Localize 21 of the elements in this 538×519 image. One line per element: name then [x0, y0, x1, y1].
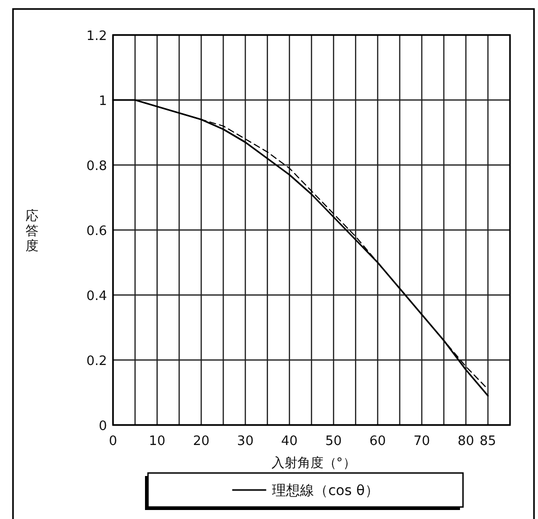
x-tick-label: 50 [325, 434, 342, 449]
x-tick-label: 85 [480, 434, 496, 449]
x-tick-label: 80 [458, 434, 474, 449]
y-tick-label: 0.8 [86, 159, 107, 174]
y-tick-label: 1.2 [86, 29, 107, 44]
legend-label: 理想線（cos θ） [272, 483, 379, 499]
x-tick-label: 0 [108, 434, 118, 449]
y-tick-label: 0.2 [86, 354, 107, 369]
x-tick-label: 60 [369, 434, 386, 449]
x-tick-label: 30 [237, 434, 254, 449]
y-tick-label: 0 [98, 419, 107, 434]
y-tick-label: 0.6 [86, 224, 107, 239]
x-tick-label: 40 [281, 434, 298, 449]
y-axis-title: 応答度 [26, 208, 38, 254]
legend: 理想線（cos θ） [145, 472, 464, 510]
y-tick-label: 0.4 [86, 289, 107, 304]
x-tick-label: 20 [192, 434, 210, 449]
y-tick-label: 1 [98, 94, 107, 109]
x-tick-label: 10 [148, 434, 166, 449]
x-axis-title: 入射角度（°） [271, 455, 356, 471]
x-tick-label: 70 [414, 434, 430, 449]
